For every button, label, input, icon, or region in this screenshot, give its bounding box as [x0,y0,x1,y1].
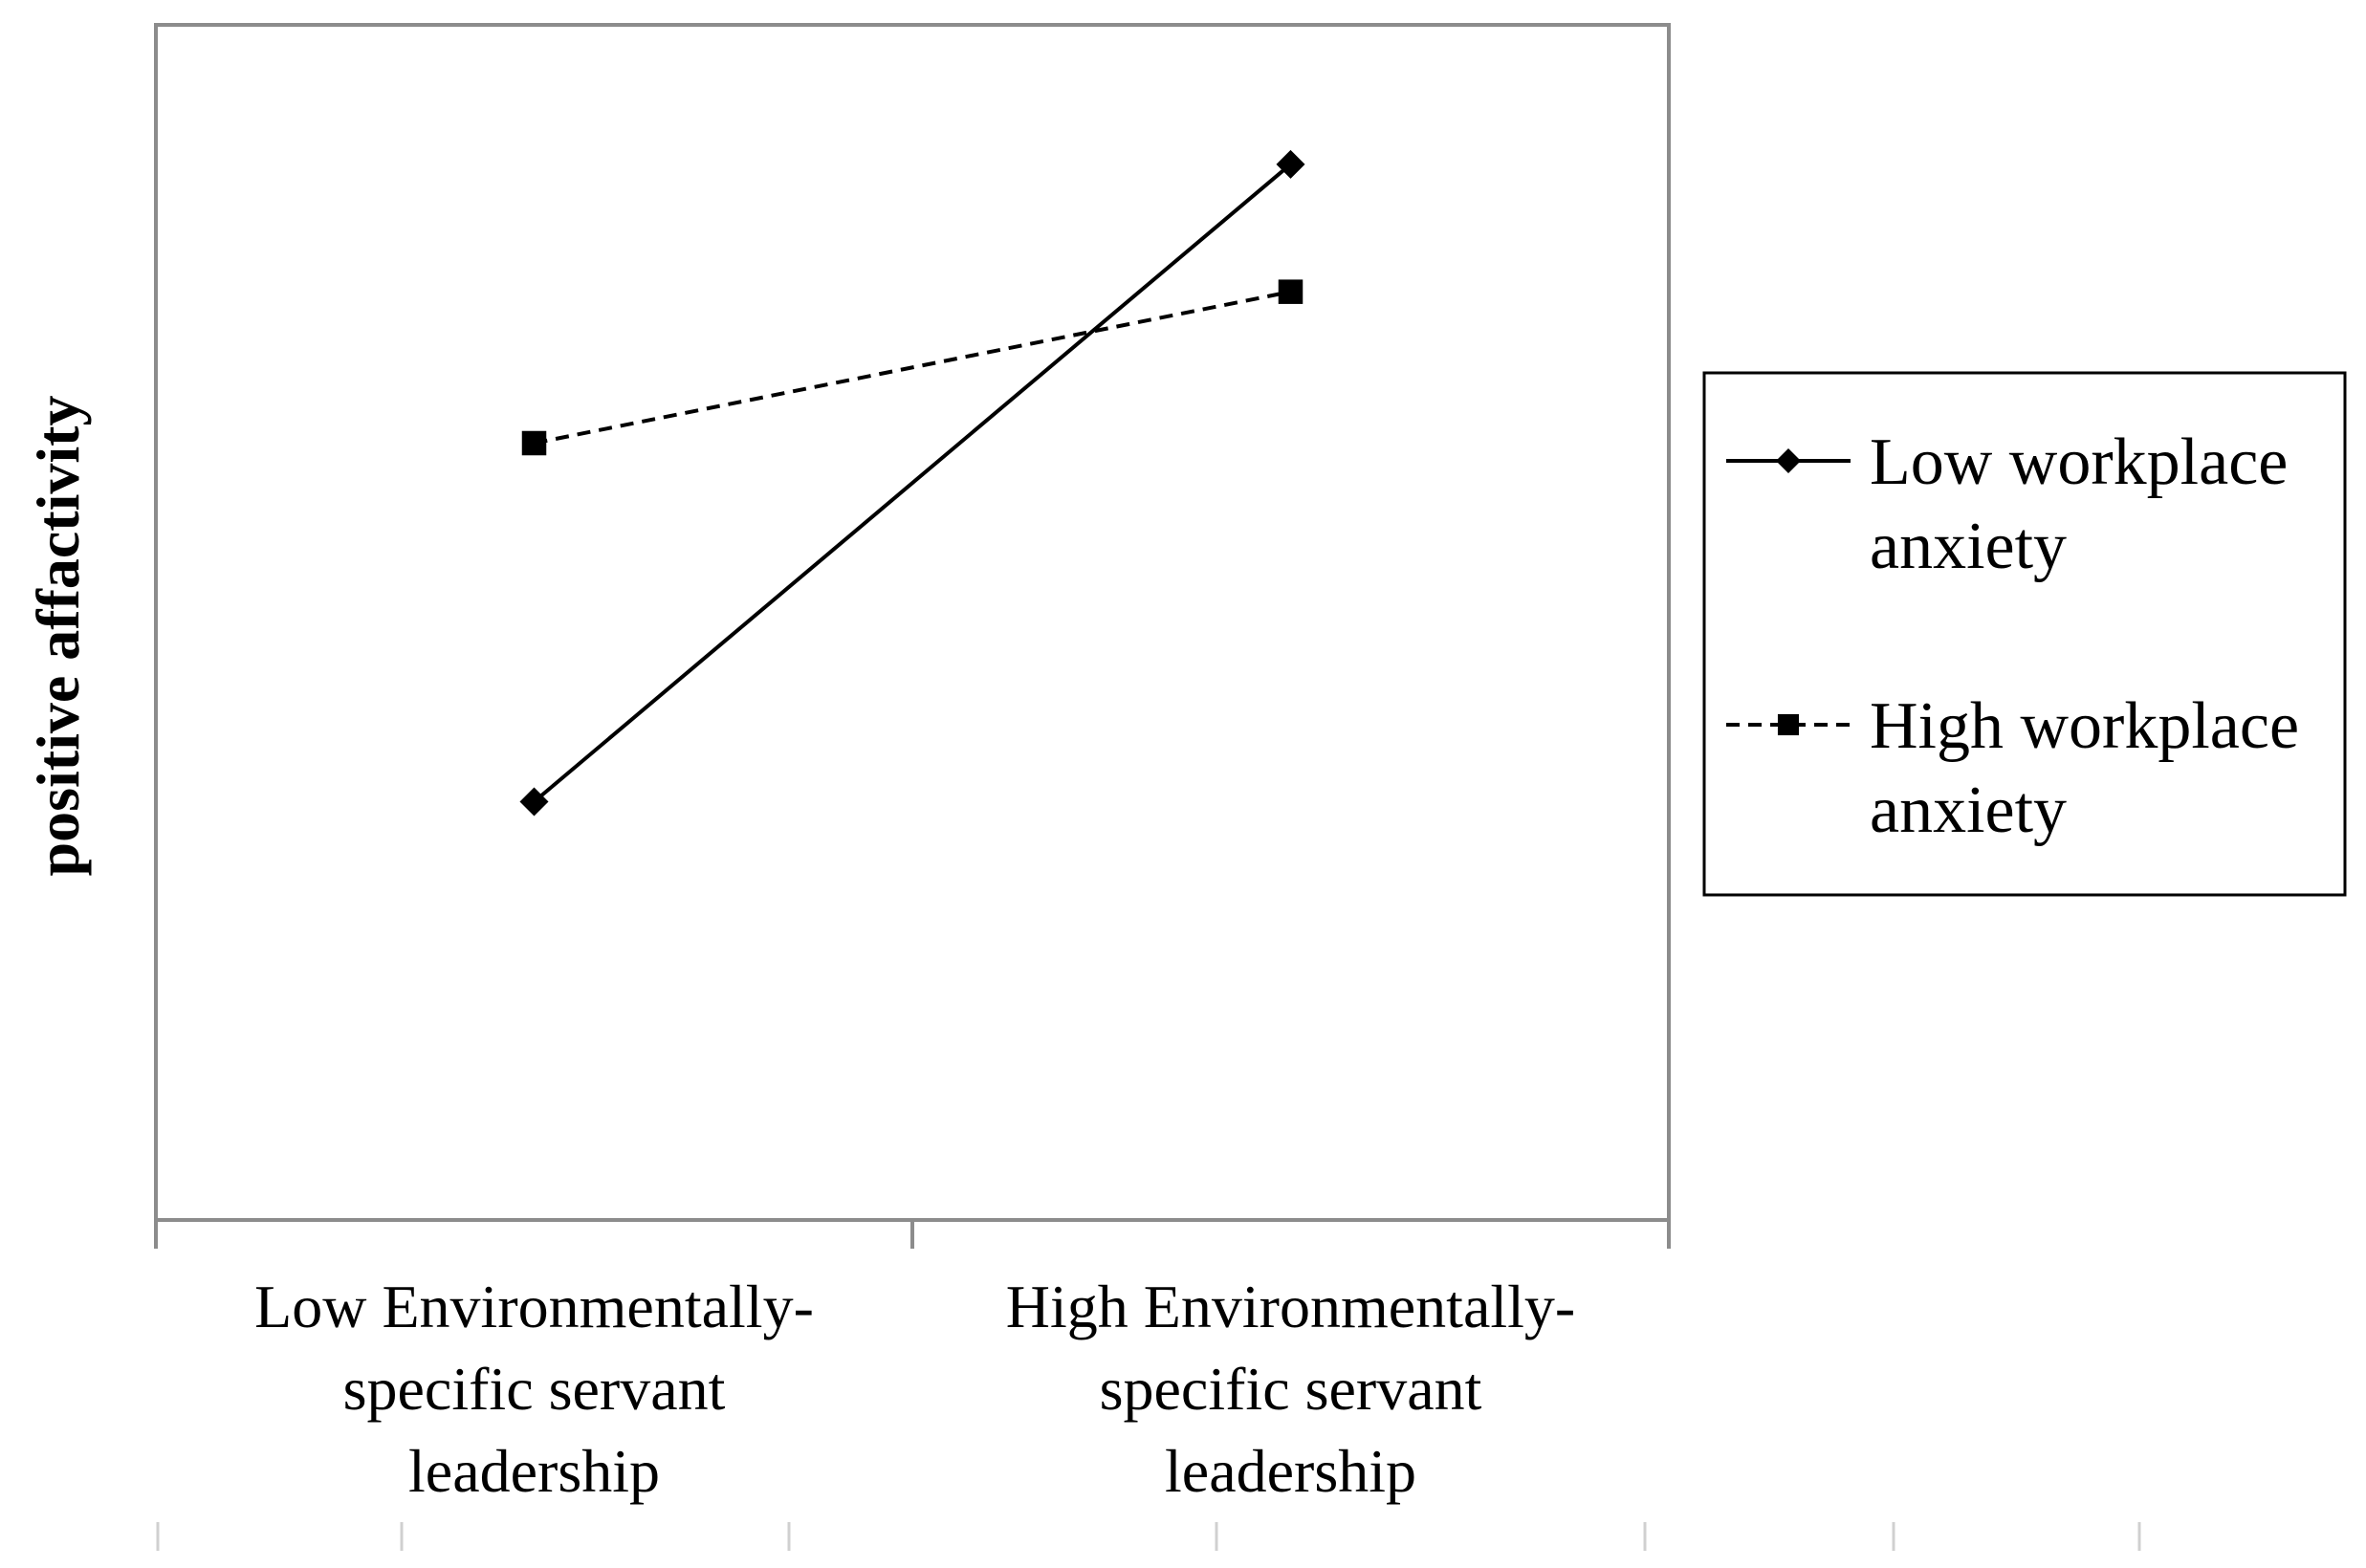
y-axis-label: positive affactivity [24,396,92,877]
data-point-marker [521,430,547,456]
series-line [534,290,1291,446]
legend-label: Low workplace anxiety [1870,425,2288,583]
data-point-marker [1777,713,1800,736]
plot-area-frame [154,23,1671,1222]
data-point-marker [519,787,549,817]
x-tick-label: High Environmentally-specific servant lea… [1006,1273,1575,1505]
series-line [533,163,1292,804]
data-point-marker [1776,448,1801,473]
data-point-marker [1276,149,1305,179]
series-high-anxiety [521,279,1303,456]
legend-item: Low workplace anxiety [1726,425,2288,583]
x-tick-label: Low Environmentally-specific servant lead… [254,1273,814,1505]
bottom-tick-marks [156,1522,2141,1551]
data-point-marker [1278,279,1303,304]
series-low-anxiety [519,149,1305,817]
legend-label: High workplace anxiety [1870,689,2299,847]
x-axis-ticks [154,1220,1671,1249]
x-axis-tick-labels: Low Environmentally-specific servant lead… [254,1273,1575,1505]
legend-item: High workplace anxiety [1726,689,2299,847]
legend: Low workplace anxiety High workplace anxiet… [1702,371,2347,897]
series-layer [519,149,1305,817]
